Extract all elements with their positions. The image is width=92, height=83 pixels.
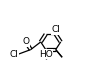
Text: Cl: Cl xyxy=(51,25,60,34)
Text: O: O xyxy=(22,37,29,46)
Text: Cl: Cl xyxy=(10,50,19,59)
Text: HO: HO xyxy=(39,50,53,59)
